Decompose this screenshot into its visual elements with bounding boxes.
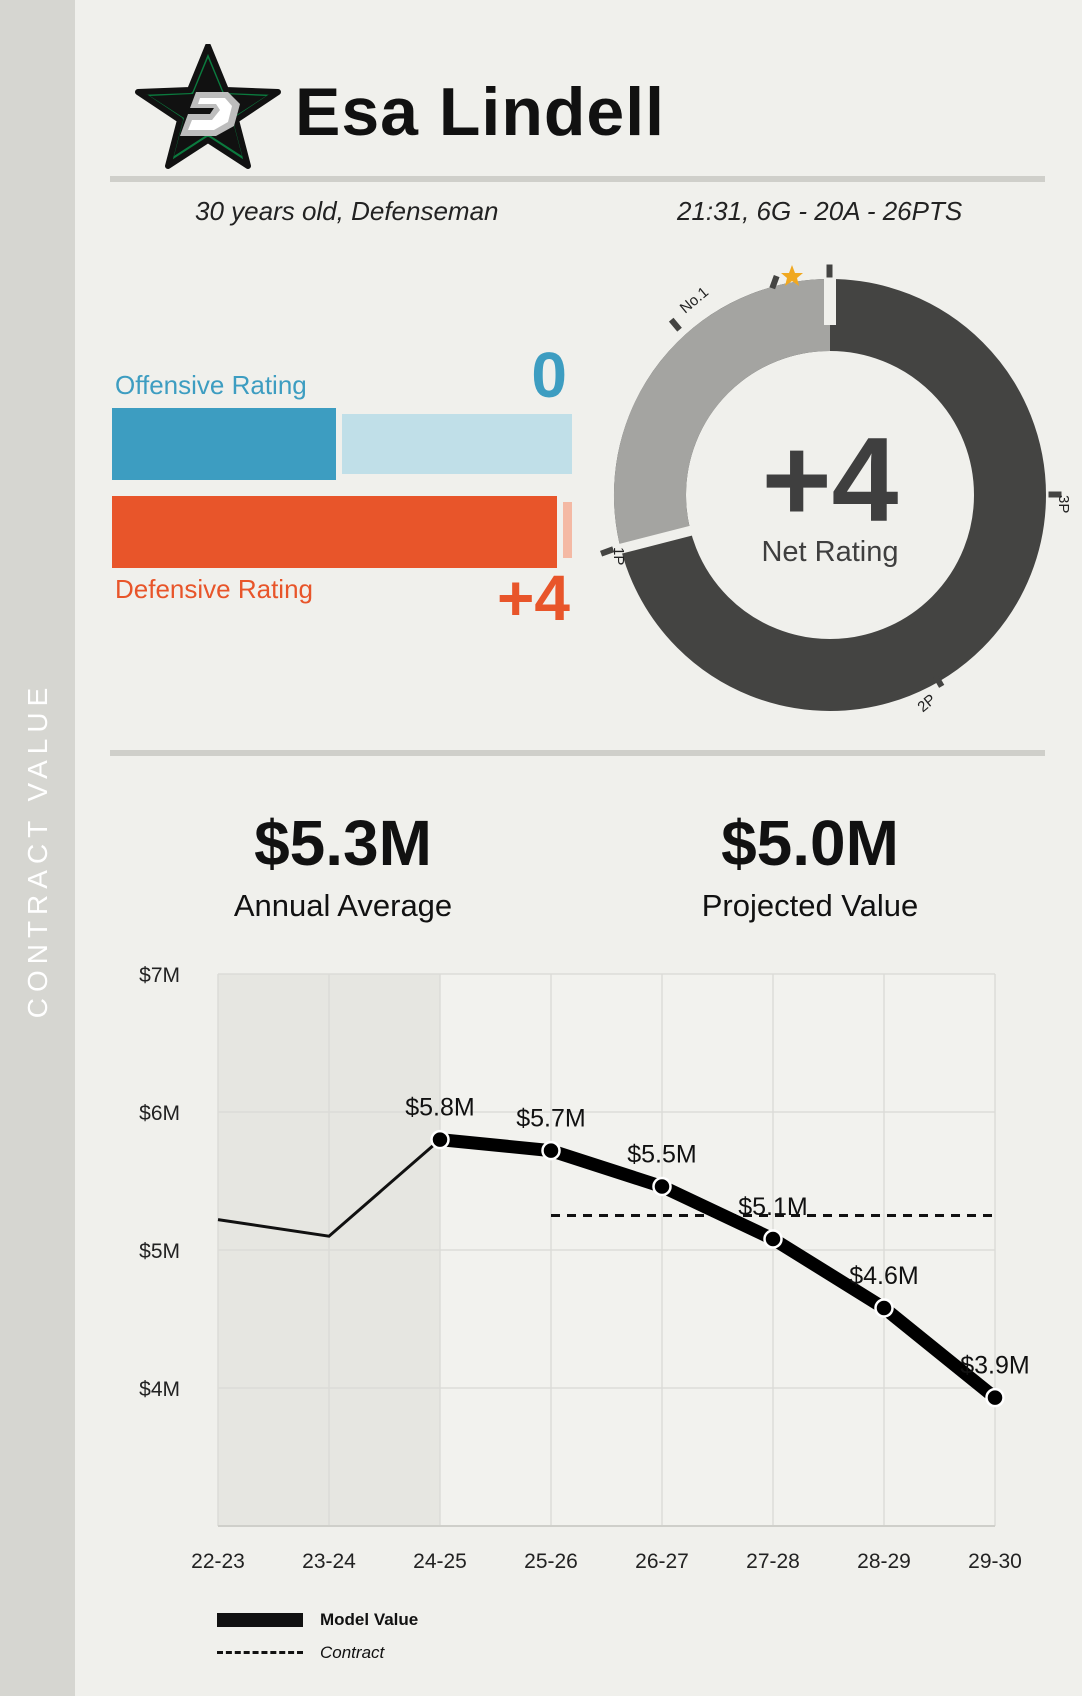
offensive-rating-bar bbox=[112, 408, 342, 480]
model-value-point bbox=[763, 1229, 783, 1249]
y-tick-label: $5M bbox=[139, 1240, 180, 1263]
model-value-point bbox=[985, 1387, 1005, 1408]
x-tick-label: 28-29 bbox=[857, 1550, 911, 1573]
legend-contract-swatch bbox=[217, 1651, 303, 1654]
sidebar: CONTRACT VALUE bbox=[0, 0, 75, 1696]
marker-1p-tick bbox=[600, 546, 615, 557]
offensive-rating-value: 0 bbox=[531, 339, 567, 411]
marker-no1-tick bbox=[668, 317, 682, 332]
marker-3p-label: 3P bbox=[1055, 495, 1070, 513]
projected-value-label: Projected Value bbox=[701, 888, 919, 923]
dallas-stars-logo-icon bbox=[135, 44, 281, 169]
x-tick-label: 23-24 bbox=[302, 1550, 356, 1573]
player-bio: 30 years old, Defenseman bbox=[195, 196, 499, 226]
x-tick-label: 26-27 bbox=[635, 1550, 689, 1573]
legend-contract-label: Contract bbox=[320, 1643, 385, 1662]
player-name: Esa Lindell bbox=[295, 74, 665, 150]
model-value-data-label: $5.5M bbox=[627, 1141, 696, 1169]
header-divider bbox=[110, 176, 1045, 182]
model-value-point bbox=[652, 1176, 672, 1197]
net-rating-value: +4 bbox=[761, 413, 899, 547]
marker-star-tick bbox=[769, 275, 780, 290]
section-divider bbox=[110, 750, 1045, 756]
x-tick-label: 24-25 bbox=[413, 1550, 467, 1573]
x-tick-label: 27-28 bbox=[746, 1550, 800, 1573]
model-value-point bbox=[430, 1129, 450, 1150]
model-value-history-line bbox=[217, 1138, 441, 1238]
star-icon bbox=[781, 265, 803, 286]
player-stats-line: 21:31, 6G - 20A - 26PTS bbox=[677, 196, 963, 226]
y-tick-label: $4M bbox=[139, 1378, 180, 1401]
marker-2p-tick bbox=[932, 673, 945, 688]
marker-top-tick bbox=[826, 264, 833, 278]
offensive-rating-label: Offensive Rating bbox=[115, 370, 307, 400]
model-value-data-label: $5.7M bbox=[516, 1105, 585, 1133]
model-value-data-label: $5.8M bbox=[405, 1094, 474, 1122]
defensive-rating-label: Defensive Rating bbox=[115, 574, 313, 604]
y-tick-label: $7M bbox=[139, 964, 180, 987]
model-value-data-label: $3.9M bbox=[960, 1352, 1029, 1380]
defensive-rating-bar bbox=[112, 496, 563, 568]
defensive-rating-value: +4 bbox=[497, 562, 570, 634]
net-rating-donut: 3P 1P 2P No.1 bbox=[600, 264, 1070, 716]
model-value-point bbox=[874, 1298, 894, 1318]
model-value-data-label: $5.1M bbox=[738, 1193, 807, 1221]
legend-model-label: Model Value bbox=[320, 1610, 419, 1629]
marker-1p-label: 1P bbox=[610, 547, 627, 565]
model-value-point bbox=[541, 1140, 561, 1161]
x-tick-label: 29-30 bbox=[968, 1550, 1022, 1573]
annual-average-value: $5.3M bbox=[254, 807, 432, 879]
x-tick-label: 22-23 bbox=[191, 1550, 245, 1573]
net-rating-label: Net Rating bbox=[761, 536, 899, 568]
marker-3p-tick bbox=[1048, 491, 1062, 498]
x-tick-label: 25-26 bbox=[524, 1550, 578, 1573]
legend-model-swatch bbox=[217, 1613, 303, 1627]
donut-gap-left bbox=[613, 524, 698, 556]
donut-secondary-arc bbox=[614, 279, 831, 549]
annual-average-label: Annual Average bbox=[233, 888, 453, 923]
projected-value: $5.0M bbox=[721, 807, 899, 879]
y-tick-label: $6M bbox=[139, 1102, 180, 1125]
model-value-line bbox=[433, 1133, 1002, 1405]
model-value-data-label: $4.6M bbox=[849, 1262, 918, 1290]
